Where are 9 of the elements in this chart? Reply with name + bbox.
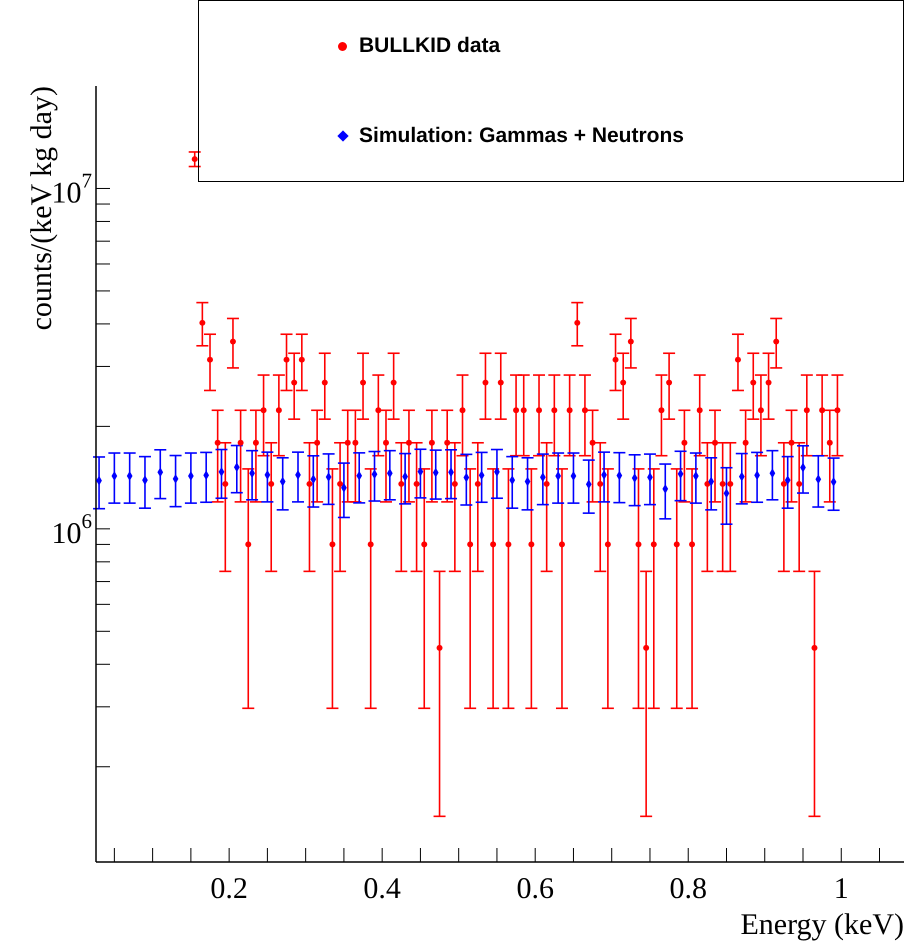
y-tick-label: 10$^{6}$ xyxy=(52,508,92,550)
x-tick-label: 0.2 xyxy=(210,872,248,905)
x-tick-label: 0.4 xyxy=(363,872,401,905)
x-axis-title: Energy (keV) xyxy=(740,908,904,941)
legend-label: Simulation: Gammas + Neutrons xyxy=(359,124,684,148)
legend-label: BULLKID data xyxy=(359,34,500,58)
x-tick-label: 1 xyxy=(834,872,849,905)
x-tick-label: 0.8 xyxy=(669,872,707,905)
x-tick-label: 0.6 xyxy=(516,872,554,905)
